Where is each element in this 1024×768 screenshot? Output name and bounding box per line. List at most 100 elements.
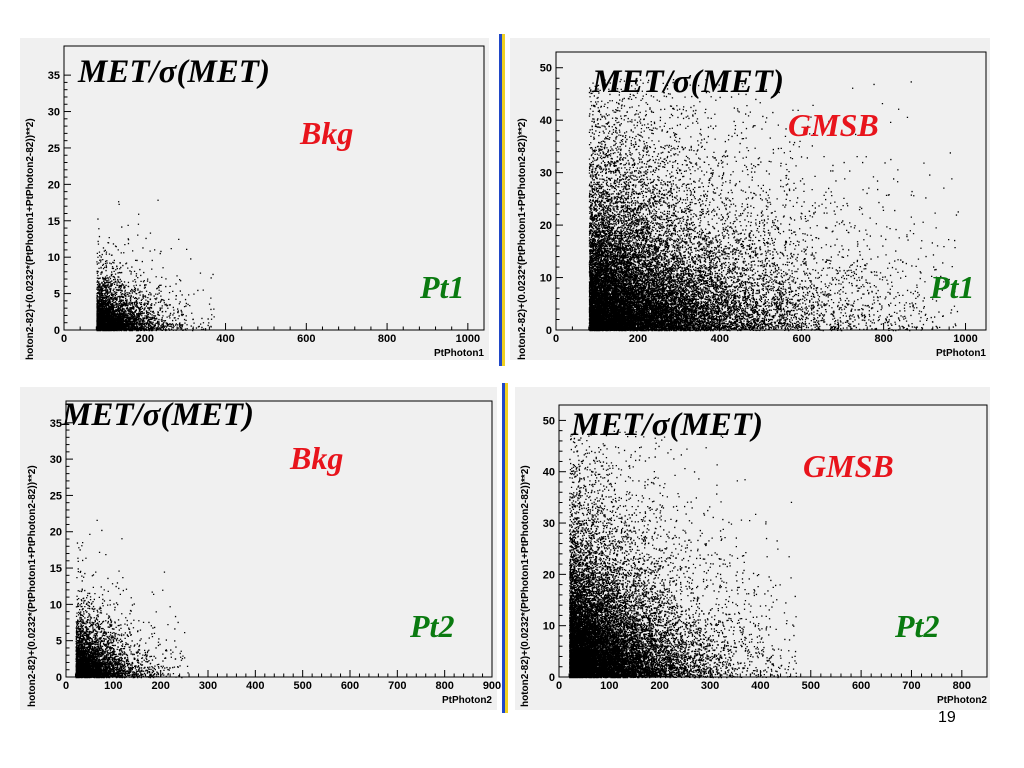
overlay-sample-label: Bkg <box>289 440 343 476</box>
x-tick-label: 400 <box>711 333 729 345</box>
y-tick-label: 20 <box>48 179 60 191</box>
y-tick-label: 15 <box>50 563 62 575</box>
overlay-variable-label: Pt2 <box>409 608 454 644</box>
x-tick-label: 0 <box>61 333 67 345</box>
x-tick-label: 100 <box>600 680 618 692</box>
x-tick-label: 200 <box>151 680 169 692</box>
x-tick-label: 800 <box>435 680 453 692</box>
scatter-points <box>96 199 215 332</box>
x-tick-label: 600 <box>341 680 359 692</box>
x-tick-label: 400 <box>246 680 264 692</box>
chart-panel-bkg-pt1: 0 200 400 600 800 1000 0 5 10 15 20 25 30 35 PtPhoton1… <box>20 38 489 360</box>
x-axis-title: PtPhoton1 <box>936 348 986 359</box>
y-tick-label: 15 <box>48 216 60 228</box>
y-tick-label: 30 <box>543 518 555 530</box>
x-tick-label: 800 <box>874 333 892 345</box>
y-axis-title: hoton2-82)+(0.0232*(PtPhoton1+PtPhoton2-… <box>25 118 36 360</box>
x-tick-label: 200 <box>651 680 669 692</box>
overlay-variable-label: Pt1 <box>929 269 974 305</box>
y-tick-label: 50 <box>540 63 552 75</box>
x-tick-label: 300 <box>701 680 719 692</box>
x-tick-label: 200 <box>629 333 647 345</box>
x-tick-label: 700 <box>388 680 406 692</box>
x-tick-label: 900 <box>483 680 501 692</box>
y-tick-label: 0 <box>56 672 62 684</box>
overlay-sample-label: GMSB <box>788 107 879 143</box>
y-tick-label: 40 <box>543 467 555 479</box>
x-tick-label: 0 <box>63 680 69 692</box>
y-tick-label: 40 <box>540 115 552 127</box>
x-axis-title: PtPhoton2 <box>442 695 492 706</box>
x-tick-label: 600 <box>793 333 811 345</box>
x-tick-label: 100 <box>104 680 122 692</box>
scatter-point-cloud <box>75 519 189 679</box>
y-tick-label: 20 <box>543 569 555 581</box>
y-tick-label: 35 <box>48 70 60 82</box>
y-tick-label: 0 <box>54 325 60 337</box>
x-tick-label: 400 <box>751 680 769 692</box>
panel-divider-top <box>499 34 502 366</box>
x-tick-label: 600 <box>297 333 315 345</box>
chart-panel-gmsb-pt1: 0 200 400 600 800 1000 0 10 20 30 40 50 PtPhoton1 hot… <box>510 38 990 360</box>
y-axis-title: hoton2-82)+(0.0232*(PtPhoton1+PtPhoton2-… <box>27 465 38 707</box>
y-tick-label: 10 <box>540 273 552 285</box>
scatter-chart-bkg-pt1: 0 200 400 600 800 1000 0 5 10 15 20 25 30 35 PtPhoton1… <box>25 45 485 360</box>
scatter-chart-gmsb-pt2: 0 100 200 300 400 500 600 700 800 0 10 20 30 40 50 PtPh… <box>520 404 988 707</box>
y-tick-label: 35 <box>50 418 62 430</box>
y-tick-label: 0 <box>549 672 555 684</box>
y-tick-label: 20 <box>50 527 62 539</box>
scatter-chart-bkg-pt2: 0 100 200 300 400 500 600 700 800 900 0 5 10 15 20 25 30… <box>27 397 501 707</box>
y-tick-label: 30 <box>50 454 62 466</box>
x-tick-label: 0 <box>553 333 559 345</box>
overlay-sample-label: GMSB <box>803 448 894 484</box>
y-tick-label: 5 <box>54 289 60 301</box>
x-tick-label: 500 <box>293 680 311 692</box>
x-tick-label: 400 <box>216 333 234 345</box>
y-axis-title: hoton2-82)+(0.0232*(PtPhoton1+PtPhoton2-… <box>517 118 528 360</box>
x-tick-label: 800 <box>378 333 396 345</box>
y-tick-label: 0 <box>546 325 552 337</box>
plot-frame <box>558 404 988 678</box>
slide-number: 19 <box>938 709 956 726</box>
x-tick-label: 1000 <box>456 333 480 345</box>
x-tick-label: 700 <box>902 680 920 692</box>
y-tick-label: 50 <box>543 415 555 427</box>
overlay-title: MET/σ(MET) <box>591 64 784 100</box>
panel-divider-bottom <box>502 383 505 713</box>
overlay-sample-label: Bkg <box>299 115 353 151</box>
scatter-point-cloud <box>588 78 959 332</box>
y-tick-label: 30 <box>540 168 552 180</box>
x-tick-label: 800 <box>953 680 971 692</box>
y-tick-label: 5 <box>56 636 62 648</box>
y-tick-label: 25 <box>48 143 60 155</box>
overlay-title: MET/σ(MET) <box>61 397 254 433</box>
x-tick-label: 300 <box>199 680 217 692</box>
y-tick-label: 30 <box>48 107 60 119</box>
scatter-points <box>75 519 189 679</box>
panel-divider-top-accent <box>502 34 505 366</box>
y-axis-title: hoton2-82)+(0.0232*(PtPhoton1+PtPhoton2-… <box>520 465 531 707</box>
x-tick-label: 600 <box>852 680 870 692</box>
scatter-point-cloud <box>569 430 797 679</box>
y-tick-label: 10 <box>543 621 555 633</box>
y-tick-label: 25 <box>50 490 62 502</box>
y-tick-label: 10 <box>48 252 60 264</box>
plot-frame <box>555 51 987 331</box>
x-tick-label: 1000 <box>953 333 977 345</box>
x-axis-title: PtPhoton2 <box>937 695 987 706</box>
y-tick-label: 10 <box>50 599 62 611</box>
scatter-points <box>569 430 797 679</box>
scatter-point-cloud <box>96 199 215 332</box>
x-tick-label: 200 <box>136 333 154 345</box>
scatter-chart-gmsb-pt1: 0 200 400 600 800 1000 0 10 20 30 40 50 PtPhoton1 hot… <box>517 51 987 360</box>
x-axis-title: PtPhoton1 <box>434 348 484 359</box>
overlay-title: MET/σ(MET) <box>570 407 763 443</box>
scatter-points <box>588 78 959 332</box>
overlay-variable-label: Pt1 <box>419 269 464 305</box>
chart-panel-gmsb-pt2: 0 100 200 300 400 500 600 700 800 0 10 20 30 40 50 PtPh… <box>515 387 990 710</box>
overlay-title: MET/σ(MET) <box>77 54 270 90</box>
x-tick-label: 500 <box>802 680 820 692</box>
overlay-variable-label: Pt2 <box>894 608 939 644</box>
chart-panel-bkg-pt2: 0 100 200 300 400 500 600 700 800 900 0 5 10 15 20 25 30… <box>20 387 501 710</box>
panel-divider-bottom-accent <box>505 383 508 713</box>
